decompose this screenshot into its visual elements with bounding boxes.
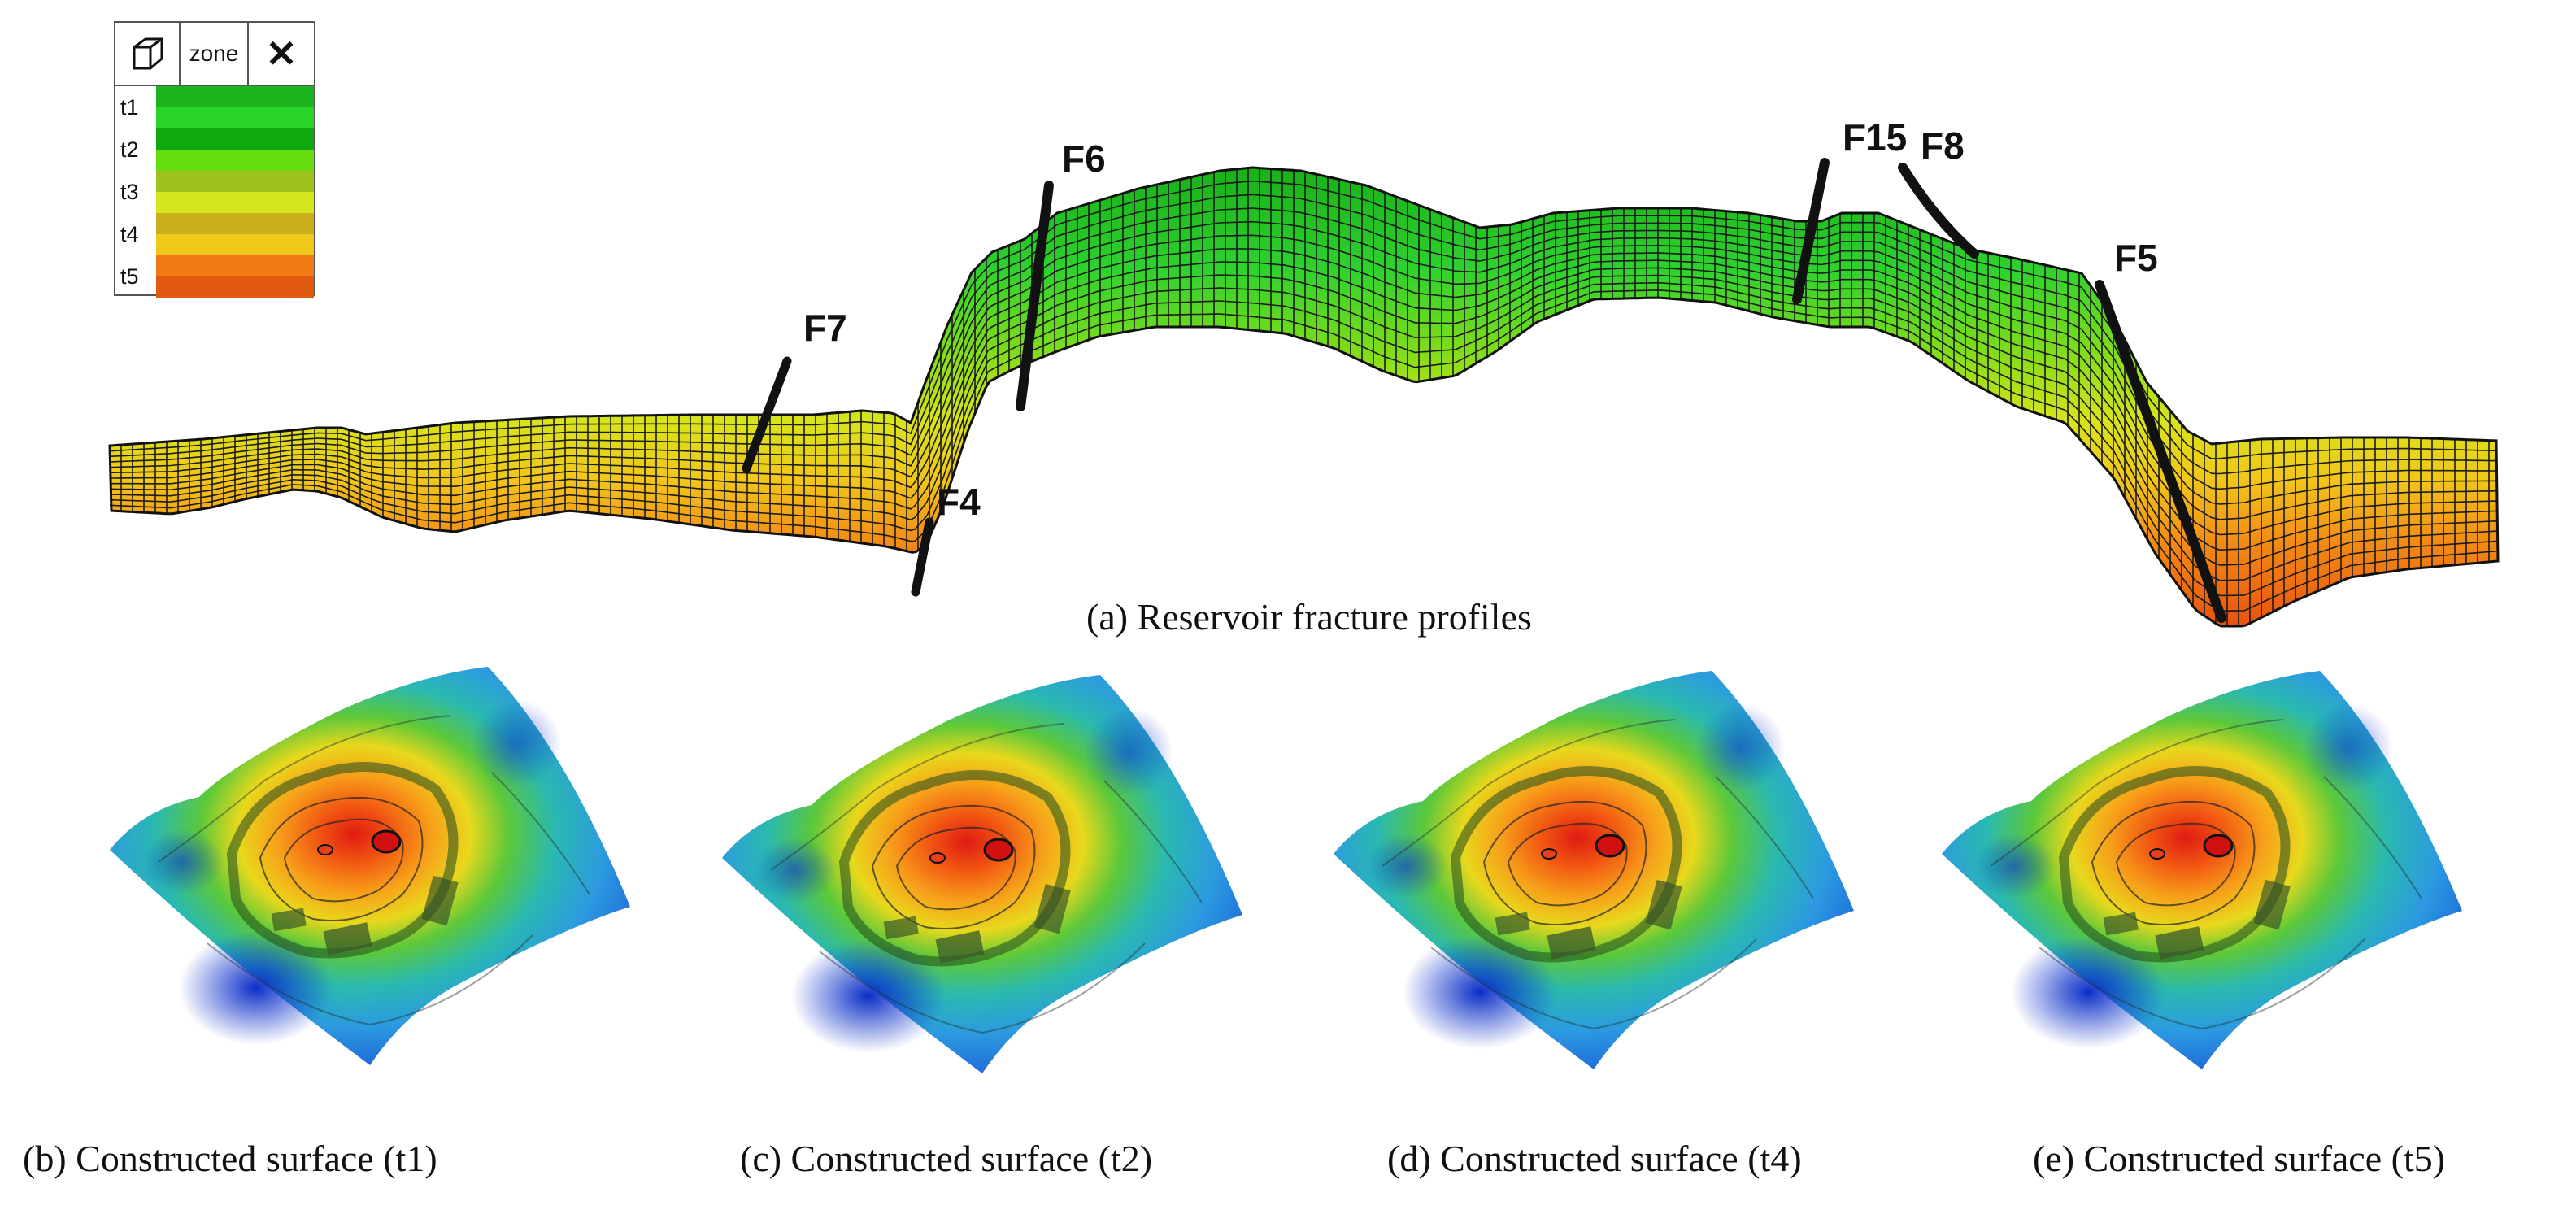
legend-label: t3 [120, 179, 139, 204]
mesh-layer-line [110, 259, 2497, 551]
mesh-layer-line [109, 180, 2497, 459]
fault-label-f6: F6 [1062, 137, 1106, 180]
legend-swatch [156, 255, 314, 298]
cube-icon[interactable] [115, 23, 181, 85]
legend-row-t1: t1 [115, 86, 314, 128]
profile-outline [108, 166, 2500, 628]
legend-title: zone [181, 23, 249, 85]
fault-f5-line [2095, 280, 2226, 623]
fault-f7-line [742, 356, 792, 473]
caption-e: (e) Constructed surface (t5) [2033, 1138, 2446, 1179]
fault-label-f15: F15 [1843, 116, 1908, 159]
caption-b: (b) Constructed surface (t1) [23, 1138, 437, 1179]
fault-label-f5: F5 [2114, 237, 2158, 279]
mesh-layer-line [110, 248, 2497, 536]
mesh-layer-line [109, 234, 2497, 520]
caption-a: (a) Reservoir fracture profiles [1086, 596, 1532, 638]
mesh-layer-line [109, 207, 2496, 490]
caption-d: (d) Constructed surface (t4) [1387, 1138, 1802, 1179]
mesh-layer-line [109, 267, 2497, 566]
legend-header: zone ✕ [115, 23, 314, 86]
mesh-layer-line [109, 281, 2497, 597]
close-icon[interactable]: ✕ [265, 33, 298, 75]
surface-t2 [722, 675, 1242, 1073]
fault-label-f7: F7 [803, 307, 847, 349]
legend-swatch [156, 171, 314, 213]
legend-rows: t1 t2 t3 t4 t5 [115, 86, 314, 298]
legend-label: t2 [120, 137, 139, 162]
mesh-layer-line [109, 289, 2497, 612]
legend-swatch [156, 213, 314, 255]
fault-f8-line [1898, 163, 1979, 259]
legend-row-t5: t5 [115, 255, 314, 298]
legend-swatch [156, 128, 314, 171]
surface-t4 [1334, 671, 1854, 1069]
legend-label: t4 [120, 221, 139, 246]
mesh-layer-line [109, 220, 2497, 505]
mesh-layer-line [109, 194, 2496, 475]
mesh-layer-line [109, 274, 2497, 581]
surface-t1 [110, 667, 630, 1065]
fault-f4-line [911, 517, 934, 597]
legend-label: t1 [120, 94, 139, 120]
legend-swatch [156, 86, 314, 128]
legend-label: t5 [120, 263, 139, 289]
fault-f6-line [1016, 181, 1054, 411]
zone-legend: zone ✕ t1 t2 t3 t4 t5 [114, 21, 315, 298]
surface-t5 [1942, 671, 2462, 1069]
fault-f15-line [1792, 158, 1830, 304]
legend-row-t2: t2 [115, 128, 314, 171]
fault-label-f8: F8 [1921, 124, 1965, 167]
reservoir-profile [108, 158, 2500, 628]
caption-c: (c) Constructed surface (t2) [740, 1138, 1153, 1179]
fault-label-f4: F4 [937, 481, 981, 523]
legend-row-t3: t3 [115, 171, 314, 213]
legend-row-t4: t4 [115, 213, 314, 255]
profile-mesh-horizontal [109, 180, 2497, 612]
constructed-surfaces [0, 651, 2576, 1106]
profile-body [110, 168, 2498, 626]
